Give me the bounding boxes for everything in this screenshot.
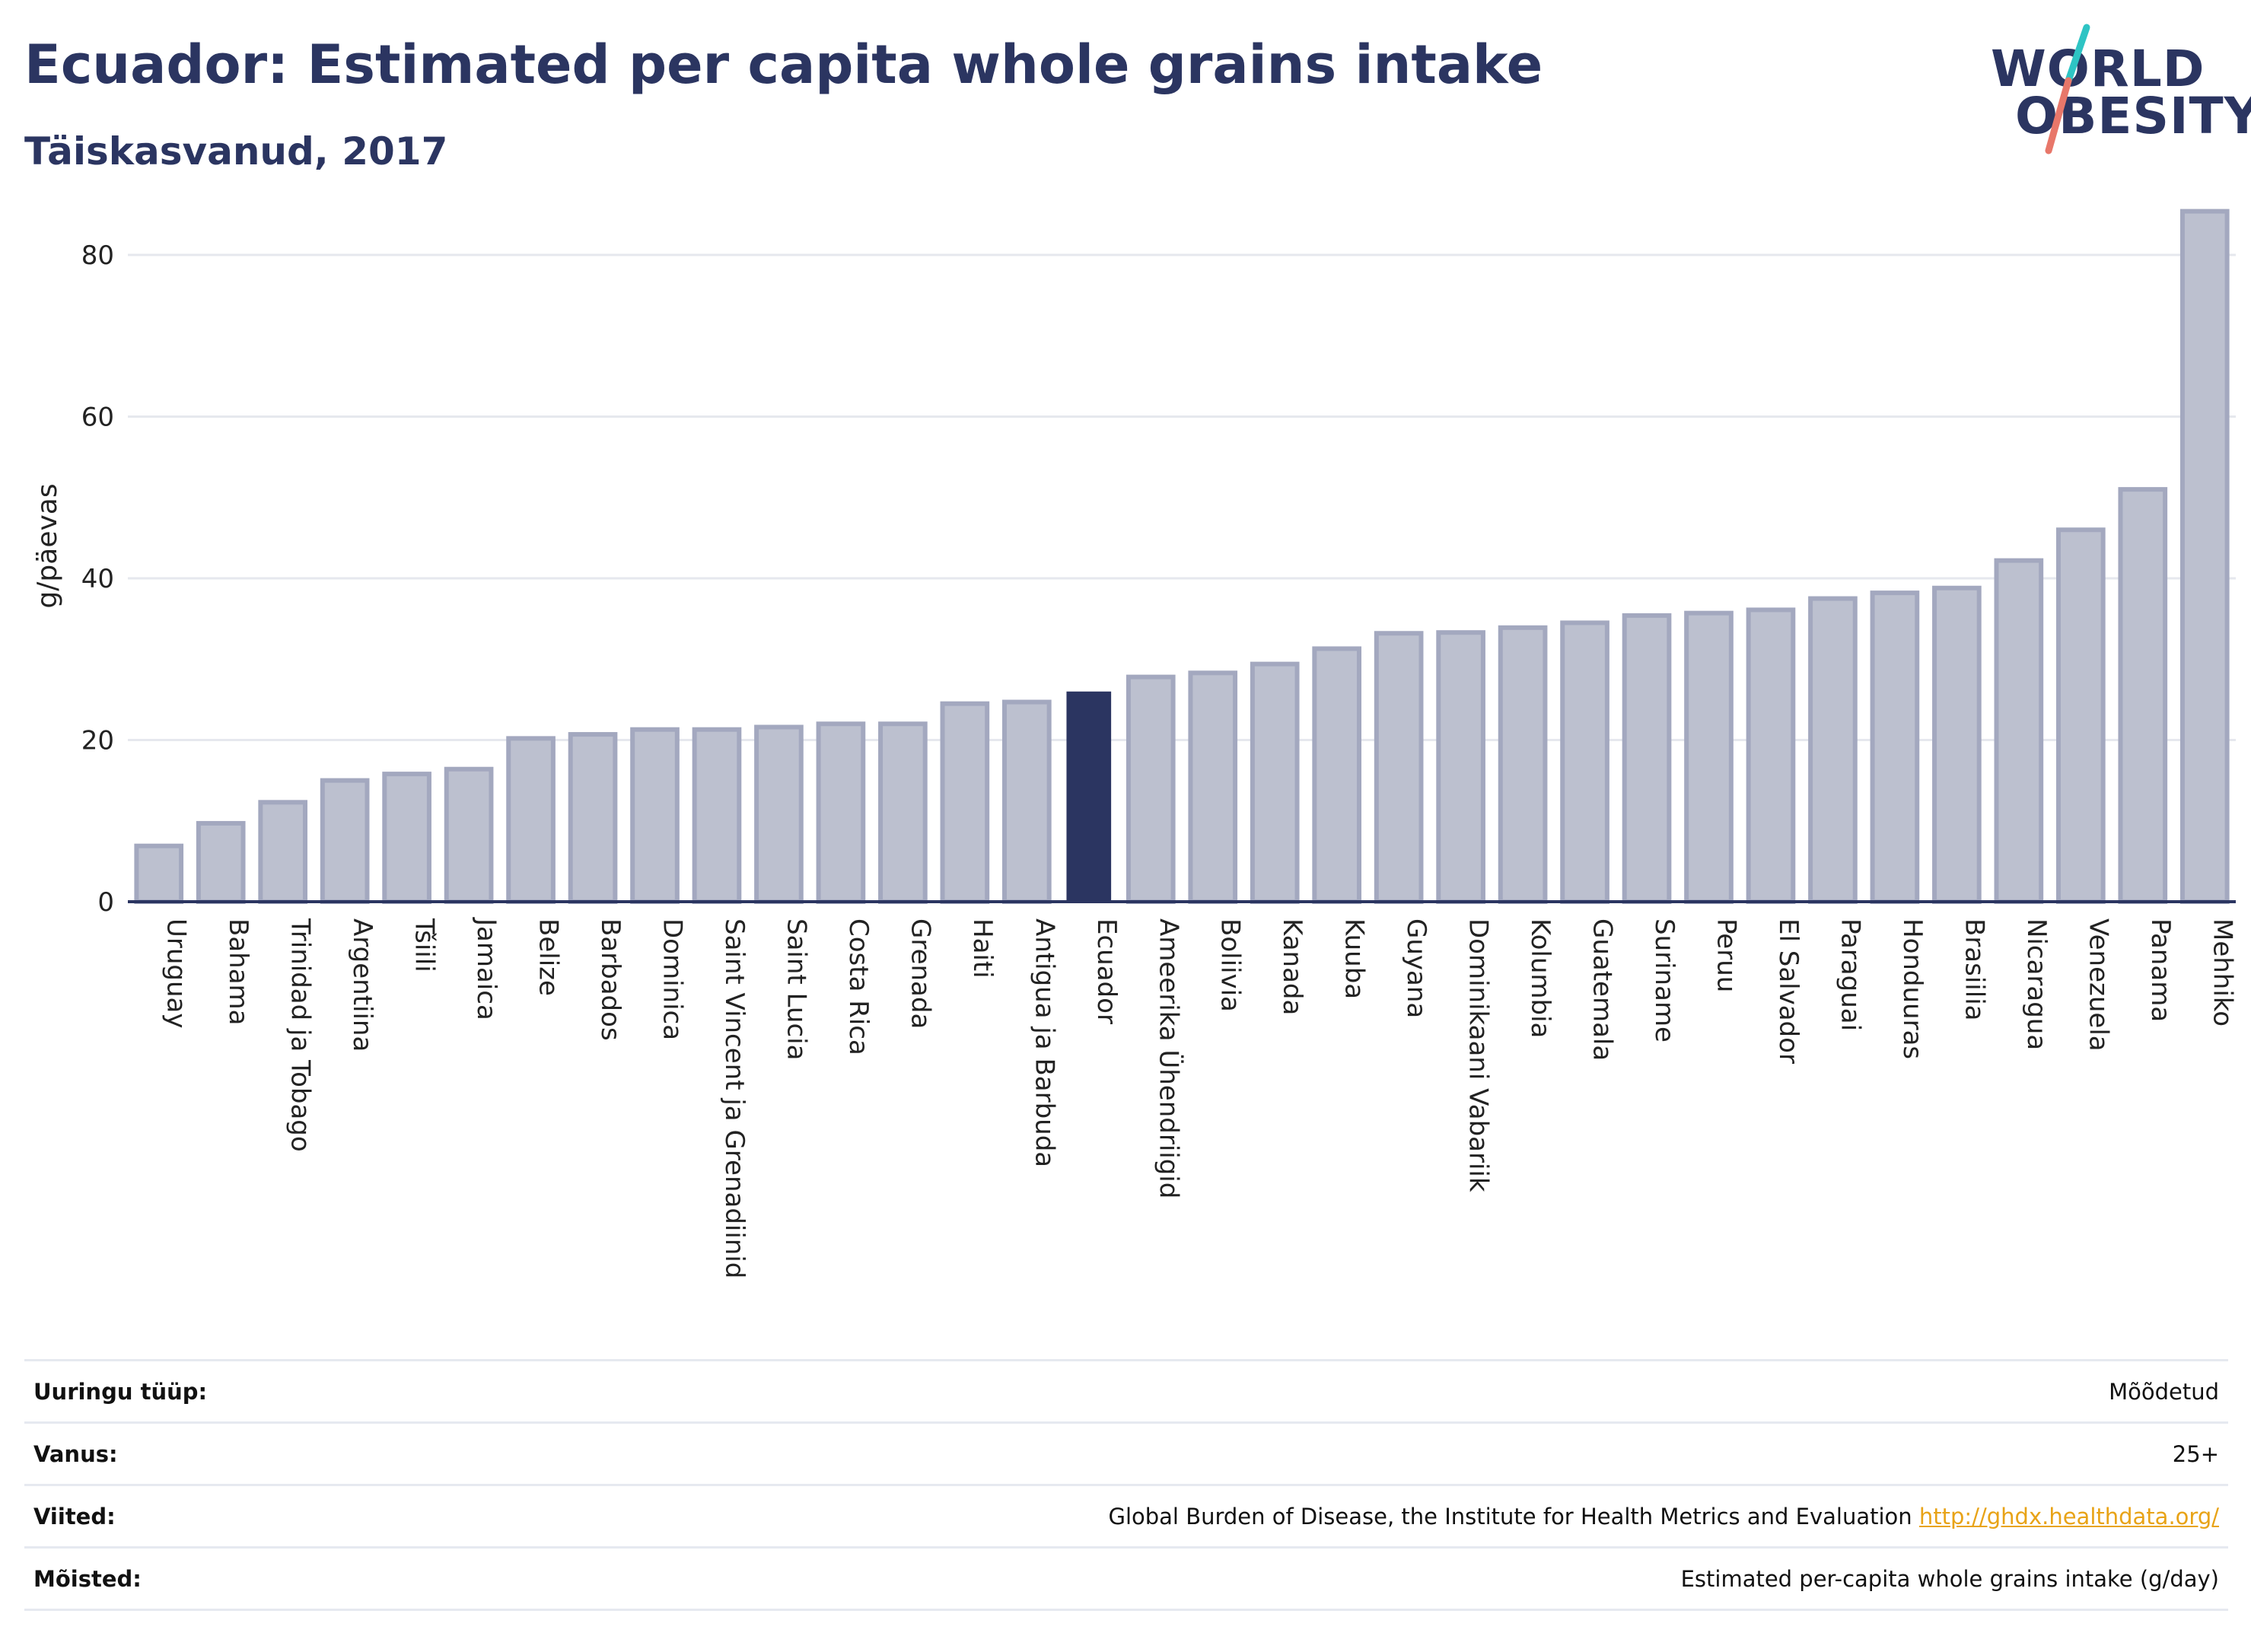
x-tick-label: Jamaica: [471, 917, 501, 1020]
bar: [1188, 670, 1238, 904]
bar: [1374, 631, 1424, 904]
info-row-definitions: Mõisted: Estimated per-capita whole grai…: [24, 1547, 2228, 1610]
bar: [320, 778, 370, 904]
x-tick-label: Mehhiko: [2207, 918, 2237, 1027]
bar: [258, 800, 308, 904]
x-tick-label: Kanada: [1277, 918, 1307, 1015]
reference-text: Global Burden of Disease, the Institute …: [1108, 1503, 1912, 1529]
x-tick-label: Haiti: [967, 918, 998, 979]
bar: [1932, 585, 1982, 904]
info-label: Mõisted:: [33, 1565, 142, 1592]
bar: [2055, 527, 2106, 904]
bar: [1808, 596, 1858, 904]
x-tick-label: Bahama: [223, 918, 253, 1026]
x-axis-labels: Uruguay Bahama Trinidad ja Tobago Argentiin…: [161, 917, 2238, 1278]
x-tick-label: Saint Vincent ja Grenadiinid: [719, 918, 750, 1278]
x-tick-label: Kuuba: [1339, 918, 1370, 999]
bar: [630, 727, 680, 904]
x-tick-label: Costa Rica: [843, 918, 874, 1055]
bar: [1870, 590, 1920, 904]
bars: [134, 208, 2230, 904]
info-label: Uuringu tüüp:: [33, 1378, 208, 1405]
bar: [444, 766, 494, 904]
x-tick-label: Argentiina: [347, 918, 377, 1052]
bar: [754, 724, 804, 904]
y-tick-label: 20: [81, 726, 114, 756]
reference-link[interactable]: http://ghdx.healthdata.org/: [1918, 1503, 2219, 1529]
bar: [1250, 661, 1300, 904]
gridlines: [128, 253, 2236, 741]
x-tick-label: Peruu: [1711, 918, 1742, 992]
x-tick-label: Trinidad ja Tobago: [285, 918, 316, 1152]
bar: [940, 701, 990, 904]
bar: [816, 721, 866, 904]
x-tick-label: Panama: [2145, 918, 2176, 1022]
x-tick-label: Belize: [533, 918, 564, 996]
bar: [1001, 699, 1052, 904]
x-tick-label: Guatemala: [1587, 918, 1618, 1061]
bar: [1312, 646, 1362, 904]
info-value: 25+: [2172, 1440, 2219, 1467]
world-obesity-logo: WORLD OBESITY: [1979, 21, 2251, 158]
info-label: Viited:: [33, 1503, 116, 1529]
bar: [1684, 610, 1734, 904]
x-tick-label: Paraguai: [1835, 918, 1865, 1031]
y-tick-label: 80: [81, 240, 114, 271]
bar-highlight: [1066, 691, 1112, 902]
bar: [568, 732, 618, 904]
bar: [878, 721, 928, 904]
info-row-age: Vanus: 25+: [24, 1422, 2228, 1485]
bar: [1746, 607, 1796, 904]
y-tick-label: 0: [97, 887, 114, 918]
logo-slash-icon: [2045, 24, 2090, 154]
x-tick-label: Suriname: [1649, 918, 1679, 1042]
bar: [1994, 558, 2044, 904]
info-value: Mõõdetud: [2109, 1378, 2219, 1405]
y-axis-label: g/päevas: [32, 483, 63, 608]
chart-title: Ecuador: Estimated per capita whole grai…: [24, 33, 1543, 96]
y-tick-label: 60: [81, 403, 114, 433]
y-tick-label: 40: [81, 564, 114, 594]
x-tick-label: Venezuela: [2083, 918, 2113, 1052]
bar: [382, 772, 431, 904]
x-tick-label: Kolumbia: [1525, 918, 1555, 1038]
bar: [1622, 613, 1672, 904]
bar: [134, 843, 184, 904]
logo-line-1: WORLD: [1991, 40, 2205, 98]
bar: [1498, 625, 1548, 904]
x-tick-label: Barbados: [595, 918, 626, 1041]
info-value: Global Burden of Disease, the Institute …: [345, 1485, 2228, 1548]
x-tick-label: Ameerika Ühendriigid: [1153, 918, 1184, 1198]
bar: [2179, 208, 2230, 904]
bar: [1560, 620, 1609, 904]
bar: [196, 820, 246, 904]
info-row-references: Viited: Global Burden of Disease, the In…: [24, 1485, 2228, 1548]
x-tick-label: Dominikaani Vabariik: [1463, 918, 1494, 1192]
x-tick-label: Saint Lucia: [781, 918, 811, 1060]
info-row-survey-type: Uuringu tüüp: Mõõdetud: [24, 1360, 2228, 1423]
x-tick-label: Nicaragua: [2021, 918, 2052, 1050]
bar: [1126, 674, 1176, 904]
x-tick-label: Honduuras: [1897, 918, 1928, 1059]
x-tick-label: Dominica: [657, 918, 688, 1040]
x-tick-label: Antigua ja Barbuda: [1029, 918, 1059, 1167]
info-value: Estimated per-capita whole grains intake…: [1680, 1565, 2219, 1592]
x-tick-label: Brasiilia: [1959, 918, 1989, 1020]
bar: [506, 736, 556, 904]
y-axis-ticks: 0 20 40 60 80: [81, 240, 114, 918]
x-tick-label: Uruguay: [161, 918, 192, 1029]
info-table: Uuringu tüüp: Mõõdetud Vanus: 25+ Viited…: [24, 1359, 2228, 1611]
x-tick-label: Tšiili: [409, 918, 440, 972]
x-tick-label: Ecuador: [1091, 918, 1122, 1024]
x-tick-label: Boliivia: [1215, 918, 1246, 1012]
info-label: Vanus:: [33, 1440, 118, 1467]
bar: [2118, 487, 2168, 904]
bar: [1436, 630, 1485, 904]
x-tick-label: Guyana: [1401, 918, 1431, 1018]
bar: [692, 727, 742, 904]
bar-chart: 0 20 40 60 80 g/päevas Uruguay Bahama Trinidad…: [32, 208, 2238, 1278]
chart-subtitle: Täiskasvanud, 2017: [24, 129, 448, 173]
x-tick-label: Grenada: [905, 918, 935, 1029]
x-tick-label: El Salvador: [1773, 918, 1804, 1064]
